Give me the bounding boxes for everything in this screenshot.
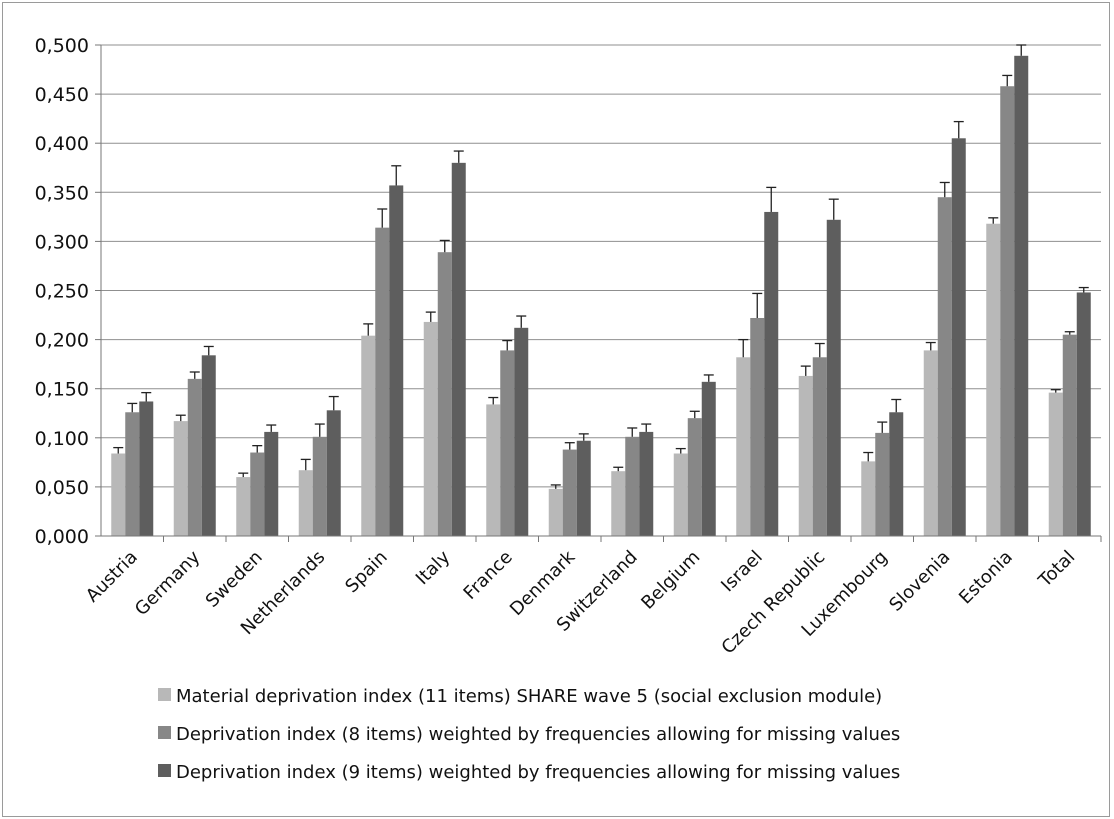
bar-3 [576, 440, 591, 536]
bar-3 [326, 410, 341, 536]
category-label: Total [1034, 547, 1079, 592]
bar-2 [1062, 334, 1077, 536]
y-tick-label: 0,150 [35, 379, 89, 401]
y-tick-label: 0,250 [35, 281, 89, 303]
bar-2 [437, 252, 452, 536]
y-axis-ticks: 0,000 0,050 0,100 0,150 0,200 0,250 0,300 0,350… [35, 35, 101, 548]
legend: Material deprivation index (11 items) SH… [158, 686, 900, 783]
bar-1 [111, 453, 126, 536]
y-tick-label: 0,200 [35, 330, 89, 352]
bar-1 [548, 488, 563, 536]
category-label: Italy [412, 546, 455, 589]
bar-2 [250, 452, 265, 536]
bar-3 [701, 381, 716, 536]
bar-3 [639, 431, 654, 536]
y-tick-label: 0,000 [35, 526, 89, 548]
bar-2 [500, 350, 515, 536]
bar-2 [937, 197, 952, 536]
bar-1 [986, 223, 1001, 536]
bar-2 [875, 432, 890, 536]
bar-3 [514, 327, 529, 536]
bar-2 [125, 412, 140, 536]
bar-3 [764, 211, 779, 536]
bar-1 [486, 404, 501, 536]
category-label: Germany [131, 546, 205, 620]
category-label: France [460, 547, 517, 604]
y-tick-label: 0,350 [35, 182, 89, 204]
legend-label-2: Deprivation index (8 items) weighted by … [176, 724, 900, 745]
bar-1 [1048, 392, 1063, 536]
bar-2 [375, 227, 390, 537]
bar-3 [451, 162, 466, 536]
bar-3 [826, 219, 841, 536]
bar-1 [923, 350, 938, 536]
y-tick-label: 0,300 [35, 231, 89, 253]
y-tick-label: 0,100 [35, 428, 89, 450]
bar-1 [611, 471, 626, 536]
bar-3 [889, 412, 904, 536]
legend-swatch-3 [158, 764, 171, 777]
category-label: Estonia [955, 547, 1017, 609]
bar-1 [736, 357, 751, 536]
bar-3 [201, 355, 216, 536]
bar-1 [298, 470, 313, 536]
legend-swatch-2 [158, 726, 171, 739]
y-tick-label: 0,450 [35, 84, 89, 106]
bar-1 [798, 375, 813, 536]
bar-2 [812, 357, 827, 536]
bar-2 [687, 418, 702, 536]
bar-1 [861, 461, 876, 536]
error-bars [113, 44, 1089, 489]
legend-label-3: Deprivation index (9 items) weighted by … [176, 762, 900, 783]
bar-3 [951, 138, 966, 537]
bar-2 [312, 436, 327, 536]
legend-label-1: Material deprivation index (11 items) SH… [176, 686, 882, 707]
bar-1 [423, 321, 438, 536]
bar-1 [236, 477, 251, 536]
category-label: Israel [717, 547, 767, 597]
y-tick-label: 0,400 [35, 133, 89, 155]
bar-3 [1076, 292, 1091, 536]
bar-1 [361, 335, 376, 536]
bar-2 [625, 436, 640, 536]
bar-3 [1014, 55, 1029, 536]
category-label: Belgium [637, 547, 704, 614]
bars [111, 55, 1091, 537]
category-label: Slovenia [885, 547, 954, 616]
bar-2 [562, 449, 577, 536]
bar-3 [264, 431, 279, 536]
y-tick-label: 0,050 [35, 477, 89, 499]
bar-chart: 0,000 0,050 0,100 0,150 0,200 0,250 0,300 0,350… [35, 35, 1102, 783]
category-label: Spain [341, 547, 391, 597]
bar-2 [187, 378, 202, 536]
legend-swatch-1 [158, 688, 171, 701]
bar-1 [673, 453, 688, 536]
bar-3 [139, 401, 154, 536]
category-label: Austria [82, 547, 142, 607]
bar-1 [173, 421, 188, 536]
category-label: Sweden [202, 547, 267, 612]
y-tick-label: 0,500 [35, 35, 89, 57]
bar-2 [1000, 86, 1015, 536]
bar-3 [389, 185, 404, 536]
bar-2 [750, 317, 765, 536]
